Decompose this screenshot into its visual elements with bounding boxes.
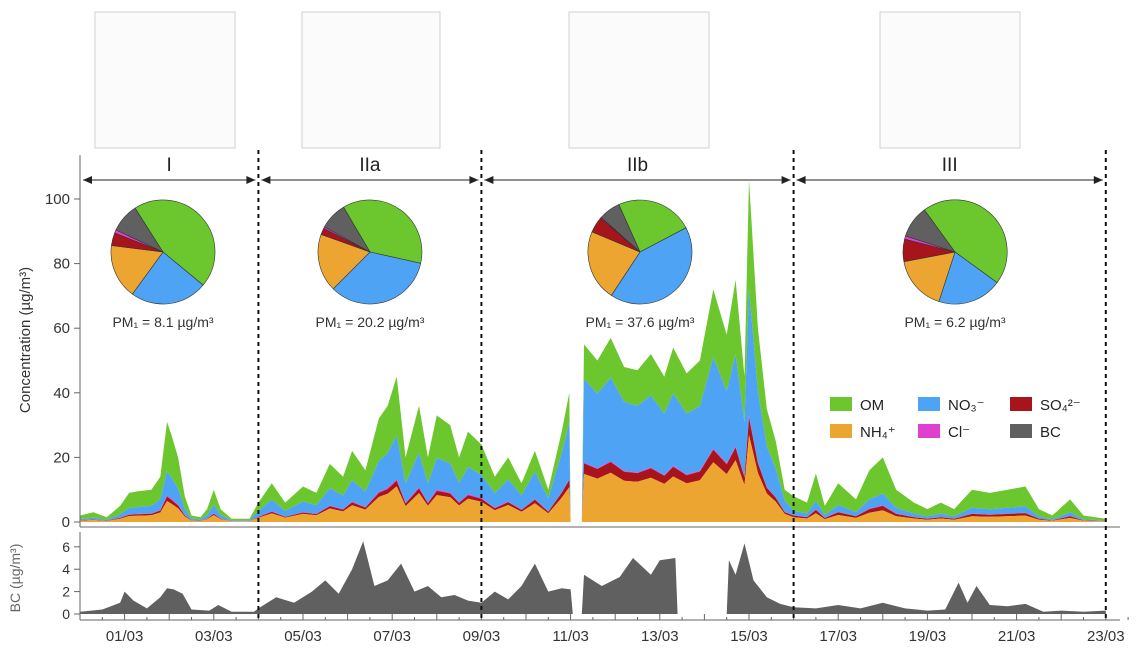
x-tick-label: 11/03 — [552, 628, 588, 645]
x-tick-label: 03/03 — [195, 628, 233, 645]
pm1-label: PM₁ = 37.6 µg/m³ — [586, 314, 695, 330]
period-label: IIa — [359, 155, 381, 176]
area-series-om — [80, 179, 1106, 522]
legend-swatch — [1010, 424, 1032, 438]
legend-label: NO₃⁻ — [948, 397, 985, 414]
period-arrow-head-right — [469, 176, 479, 184]
pie-slice-om — [618, 199, 687, 253]
legend-label: SO₄²⁻ — [1040, 397, 1081, 414]
bc-y-tick-label: 2 — [62, 584, 70, 600]
pie-slice-nh4 — [317, 234, 371, 290]
pm1-label: PM₁ = 20.2 µg/m³ — [316, 314, 425, 330]
area-series-nh4 — [80, 435, 1106, 522]
pie-slice-nh4 — [587, 231, 641, 296]
y-tick-label: 100 — [45, 191, 70, 208]
period-arrow-head-right — [1093, 176, 1103, 184]
y-axis-title: Concentration (µg/m³) — [17, 267, 34, 413]
area-series-so4 — [80, 417, 1106, 522]
bc-y-tick-label: 6 — [62, 539, 70, 555]
x-tick-label: 07/03 — [373, 628, 411, 645]
pie-slice-bc — [115, 207, 164, 253]
legend-label: BC — [1040, 424, 1061, 441]
x-tick-label: 05/03 — [284, 628, 322, 645]
x-tick-label: 13/03 — [641, 628, 679, 645]
legend-swatch — [918, 424, 940, 438]
pie-slice-nh4 — [110, 245, 164, 295]
trajectory-map-period-2b — [568, 11, 710, 149]
legend-label: OM — [860, 397, 884, 414]
pie-slice-no3 — [610, 227, 693, 305]
y-tick-label: 20 — [53, 449, 70, 466]
legend-swatch — [918, 397, 940, 411]
x-tick-label: 19/03 — [909, 628, 947, 645]
legend-swatch — [830, 397, 852, 411]
x-tick-label: 15/03 — [730, 628, 768, 645]
period-arrow-head-left — [796, 176, 806, 184]
pie-slice-nh4 — [903, 251, 956, 302]
y-tick-label: 0 — [62, 514, 70, 531]
pie-slice-bc — [323, 206, 371, 253]
period-label: I — [167, 155, 172, 176]
legend-label: NH₄⁺ — [860, 424, 896, 441]
pie-slice-bc — [600, 204, 641, 253]
x-tick-label: 21/03 — [998, 628, 1036, 645]
period-label: IIb — [627, 155, 648, 176]
trajectory-maps — [94, 11, 1021, 149]
bc-y-tick-label: 4 — [62, 561, 70, 577]
pm1-label: PM₁ = 8.1 µg/m³ — [112, 314, 213, 330]
y-tick-label: 80 — [53, 256, 70, 273]
period-arrow-head-left — [261, 176, 271, 184]
bc-y-tick-label: 0 — [62, 606, 70, 622]
pm1-label: PM₁ = 6.2 µg/m³ — [904, 314, 1005, 330]
pie-slice-om — [134, 199, 216, 286]
x-tick-label: 23/03 — [1087, 628, 1125, 645]
legend-label: Cl⁻ — [948, 424, 970, 441]
y-tick-label: 40 — [53, 385, 70, 402]
bc-area-series — [80, 541, 1106, 614]
pie-slice-no3 — [131, 251, 204, 305]
period-arrow-head-right — [781, 176, 791, 184]
period-arrow-head-left — [484, 176, 494, 184]
pie-slice-om — [923, 199, 1008, 284]
pie-slice-no3 — [938, 251, 998, 305]
trajectory-map-period-2a — [301, 11, 441, 149]
y-tick-label: 60 — [53, 320, 70, 337]
legend-swatch — [830, 424, 852, 438]
pie-slice-no3 — [332, 251, 422, 305]
period-arrow-head-left — [83, 176, 92, 184]
trajectory-map-period-1 — [94, 11, 236, 149]
period-arrow-head-right — [246, 176, 256, 184]
x-tick-label: 09/03 — [463, 628, 501, 645]
period-label: III — [942, 155, 958, 176]
bc-y-axis-title: BC (µg/m³) — [7, 544, 23, 613]
pie-slice-om — [343, 199, 423, 264]
trajectory-map-period-3 — [879, 11, 1021, 149]
area-series-no3 — [80, 288, 1106, 522]
x-tick-label: 01/03 — [106, 628, 144, 645]
legend-swatch — [1010, 397, 1032, 411]
x-tick-label: 17/03 — [819, 628, 857, 645]
pie-slice-bc — [905, 209, 956, 253]
